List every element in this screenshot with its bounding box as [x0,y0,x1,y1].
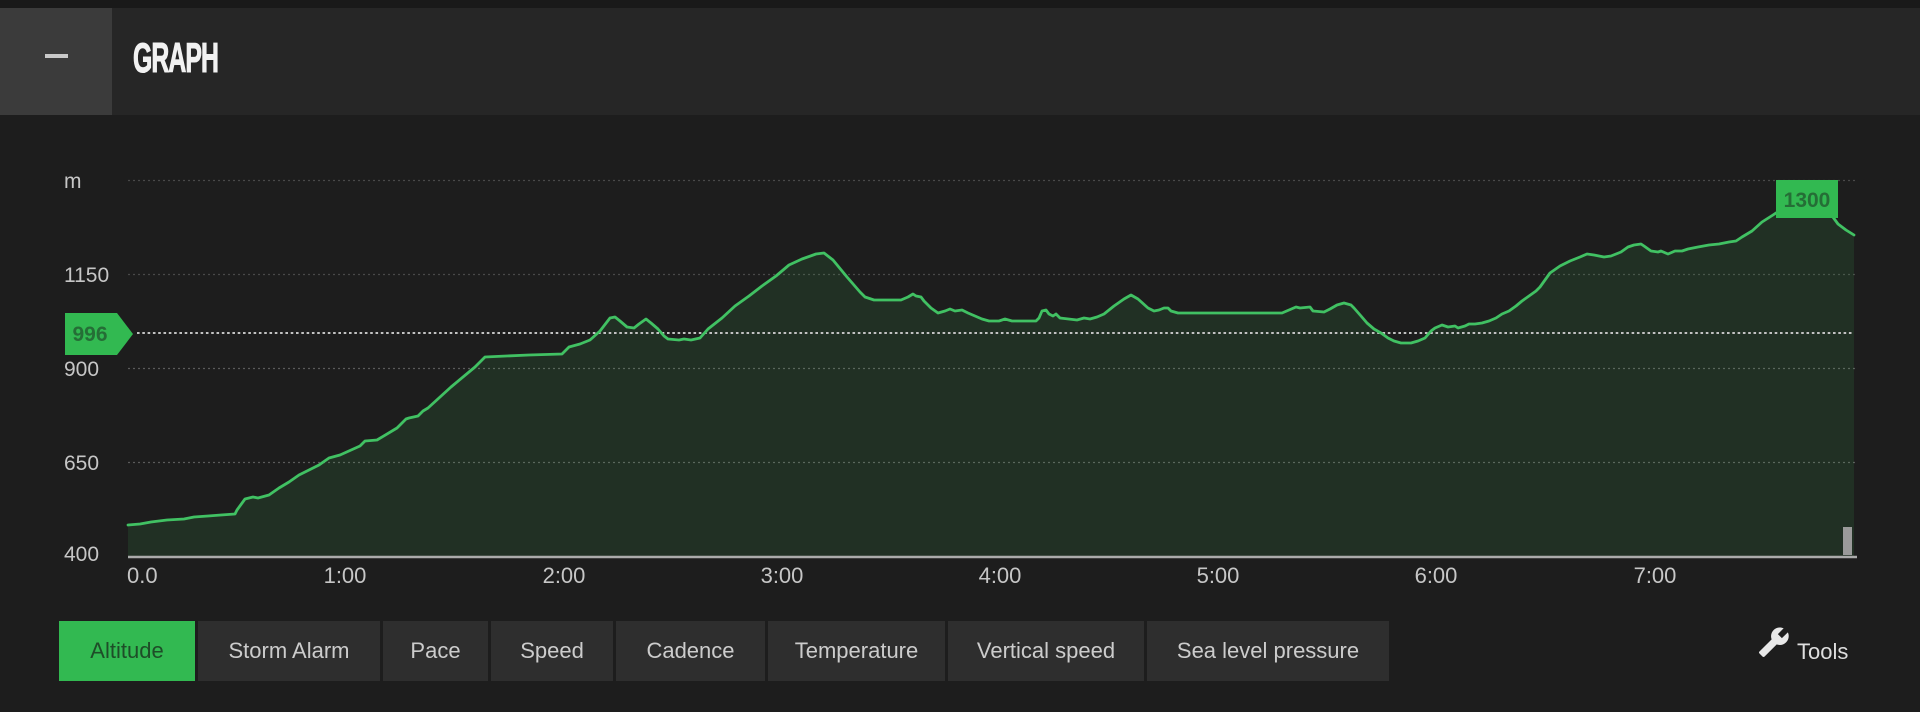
svg-text:1:00: 1:00 [324,563,367,588]
svg-text:0.0: 0.0 [127,563,158,588]
svg-text:900: 900 [64,358,99,381]
svg-text:400: 400 [64,543,99,566]
svg-text:5:00: 5:00 [1197,563,1240,588]
svg-text:3:00: 3:00 [761,563,804,588]
svg-text:4:00: 4:00 [979,563,1022,588]
svg-text:650: 650 [64,452,99,475]
svg-text:996: 996 [72,323,107,346]
svg-text:1150: 1150 [64,264,109,287]
svg-text:6:00: 6:00 [1415,563,1458,588]
svg-text:m: m [64,170,82,193]
svg-text:2:00: 2:00 [543,563,586,588]
svg-text:1300: 1300 [1784,189,1831,212]
svg-text:7:00: 7:00 [1634,563,1677,588]
